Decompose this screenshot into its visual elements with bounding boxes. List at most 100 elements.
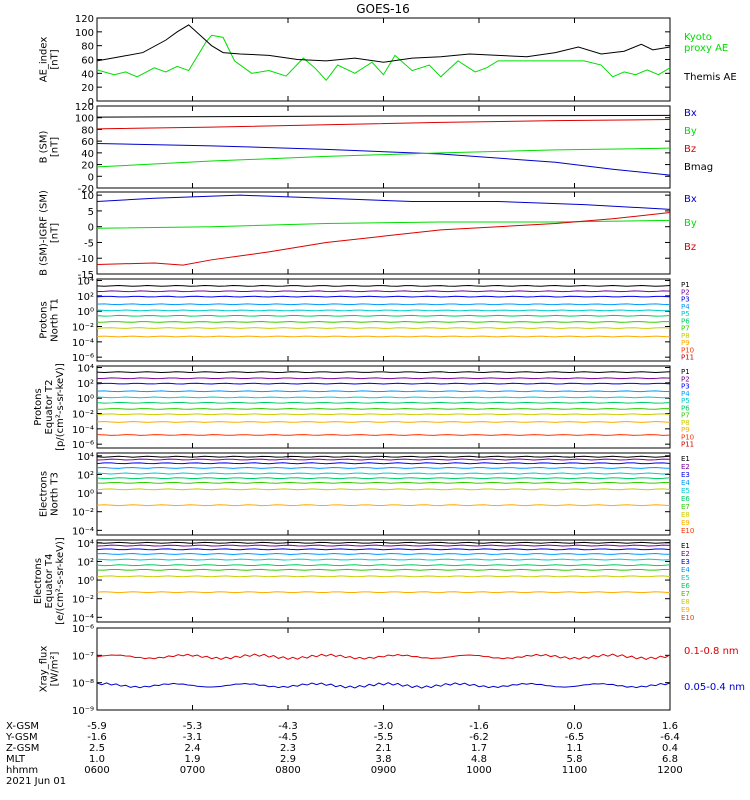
x-row-value: 1200 [657,765,682,776]
series-bmag [96,114,671,118]
channel-label-p9: P9 [681,339,690,347]
x-row-value: 2.4 [185,743,201,754]
legend-label: Themis AE [683,72,737,83]
channel-label-p6: P6 [681,404,690,412]
channel-line-p7 [96,321,671,323]
y-tick-label: -10 [78,254,94,265]
channel-label-p8: P8 [681,332,690,340]
channel-label-e5: E5 [681,574,690,582]
y-axis-label: [nT] [50,223,61,243]
series-bx [96,194,671,210]
channel-label-e5: E5 [681,487,690,495]
x-row-label-z-gsm: Z-GSM [6,743,39,754]
y-axis-label: Equator T2 [44,380,55,435]
panel-frame [96,452,671,536]
y-axis-label: [nT] [50,137,61,157]
y-tick-label: 10⁻² [72,410,94,421]
panel-protons_t2: 10⁻⁶ 10⁻⁴ 10⁻² 10⁰ 10² 10⁴ Protons Equator T2 [p… [33,363,694,451]
channel-line-p6 [96,401,671,404]
channel-line-p9 [96,421,671,423]
y-tick-label: 10⁻² [72,595,94,606]
channel-line-p6 [96,314,671,317]
legend-label: By [684,126,697,137]
channel-label-p7: P7 [681,325,690,333]
y-tick-label: 10⁰ [77,576,94,587]
channel-label-p4: P4 [681,303,690,311]
x-row-value: 0700 [180,765,205,776]
channel-line-e7 [96,481,671,484]
y-tick-label: 10² [77,557,94,568]
panel-xray: 10⁻⁹ 10⁻⁸ 10⁻⁷ 10⁻⁶ Xray_flux [W/m²] 0.1-0.8 n… [39,624,746,717]
y-tick-label: -15 [78,270,94,281]
channel-line-p4 [96,303,671,306]
legend-label: Kyoto [684,32,712,43]
y-tick-label: 80 [81,125,94,136]
x-row-value: 0.4 [662,743,678,754]
y-tick-label: 80 [81,42,94,53]
y-tick-label: 10⁰ [77,307,94,318]
channel-line-p7 [96,408,671,410]
y-tick-label: 10⁻⁶ [72,624,94,635]
x-row-value: 1.9 [185,754,201,765]
y-tick-label: 100 [75,28,94,39]
legend-label: Bx [684,194,697,205]
y-axis-label: [p/(cm²-s-sr-keV)] [55,363,66,451]
legend-label: 0.05-0.4 nm [684,682,745,693]
channel-label-p11: P11 [681,354,694,362]
channel-line-e2 [96,544,671,547]
channel-label-p7: P7 [681,412,690,420]
channel-label-p8: P8 [681,419,690,427]
y-tick-label: 10⁻⁶ [72,353,94,364]
channel-line-p1 [96,285,671,287]
x-row-value: 2.5 [89,743,105,754]
y-tick-label: 10² [77,470,94,481]
x-row-value: 2.9 [280,754,296,765]
x-row-label-mlt: MLT [6,754,26,765]
y-tick-label: 10⁻⁴ [72,425,94,436]
y-tick-label: 10⁻⁶ [72,440,94,451]
legend-label: Bx [684,108,697,119]
channel-label-p3: P3 [681,296,690,304]
y-axis-label: B (SM)-IGRF (SM) [39,190,50,276]
channel-label-e4: E4 [681,566,690,574]
y-tick-label: 40 [81,69,94,80]
y-tick-label: 10⁻⁷ [72,651,94,662]
x-row-value: -6.2 [469,732,489,743]
channel-label-e9: E9 [681,519,690,527]
y-tick-label: 10⁰ [77,489,94,500]
y-tick-label: 120 [75,102,94,113]
legend-label: By [684,218,697,229]
y-tick-label: -5 [84,238,94,249]
channel-label-e6: E6 [681,582,690,590]
y-tick-label: 10 [81,191,94,202]
channel-line-e5 [96,558,671,561]
channel-label-p1: P1 [681,368,690,376]
channel-line-e4 [96,466,671,469]
legend-label: Bz [684,242,696,253]
y-tick-label: 10⁻² [72,508,94,519]
channel-line-e7 [96,568,671,571]
channel-line-p8 [96,413,671,416]
channel-line-e4 [96,553,671,555]
x-row-value: 0.0 [567,721,583,732]
channel-label-e1: E1 [681,455,690,463]
channel-line-p1 [96,371,671,374]
date-label: 2021 Jun 01 [6,776,66,787]
y-tick-label: 40 [81,149,94,160]
y-tick-label: 10⁻⁸ [72,679,94,690]
channel-line-e5 [96,472,671,475]
x-row-value: 4.8 [471,754,487,765]
y-tick-label: 10⁻⁴ [72,338,94,349]
series-by [96,147,671,168]
x-row-value: -1.6 [469,721,489,732]
x-row-value: 1100 [562,765,587,776]
x-row-value: -6.5 [565,732,585,743]
y-tick-label: 60 [81,137,94,148]
panel-frame [96,627,671,711]
y-tick-label: 120 [75,14,94,25]
x-row-label-x-gsm: X-GSM [6,721,39,732]
channel-line-p3 [96,295,671,298]
channel-line-e8 [96,575,671,578]
